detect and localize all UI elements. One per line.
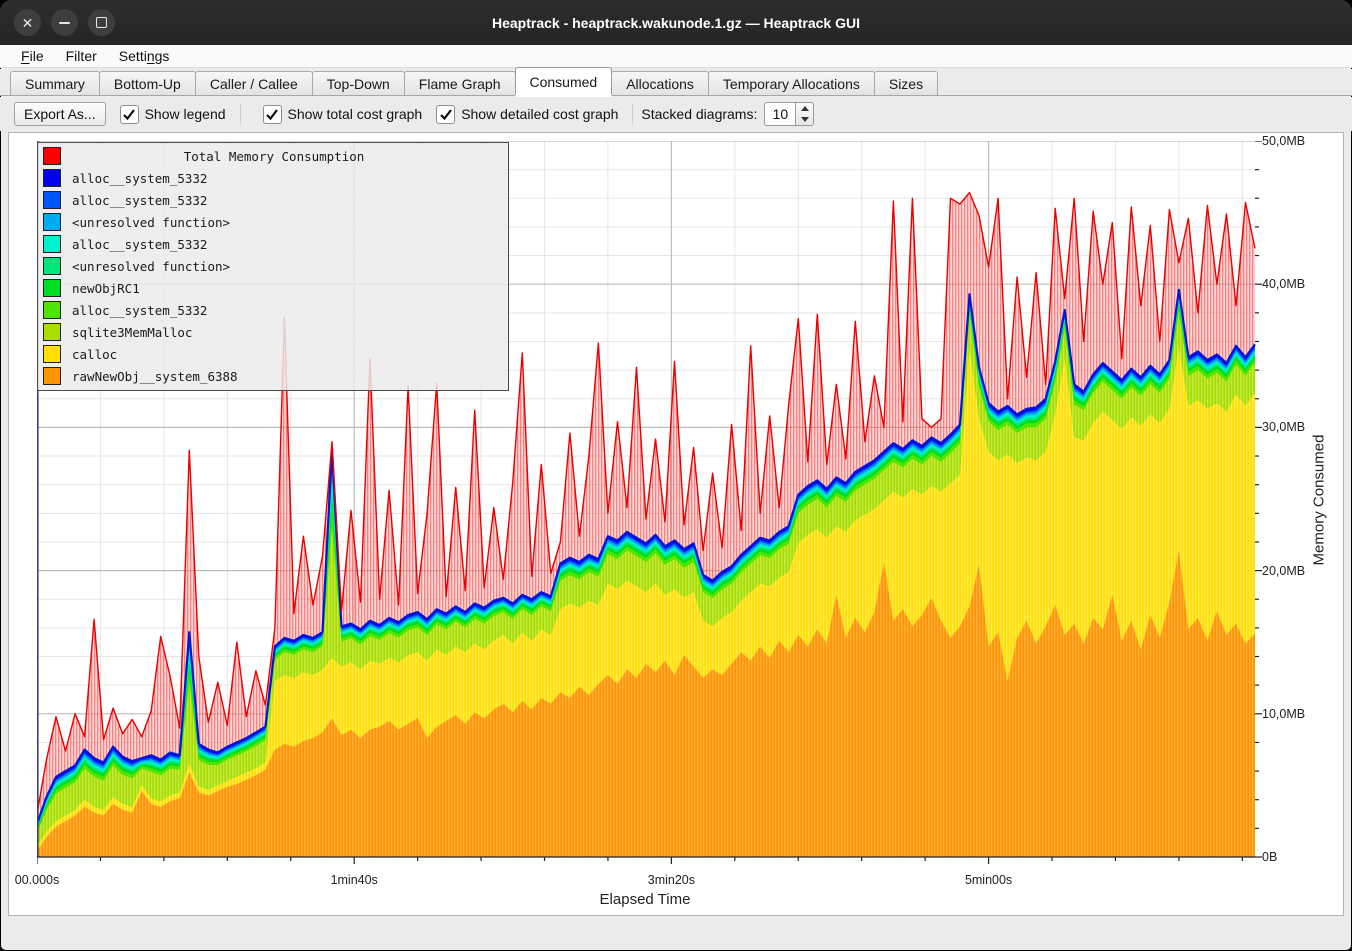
chart-panel: Total Memory Consumption alloc__system_5… (8, 132, 1344, 916)
y-tick-label: 30,0MB (1262, 420, 1305, 434)
legend-label: alloc__system_5332 (72, 237, 207, 252)
legend-entry: sqlite3MemMalloc (38, 321, 508, 343)
checkbox-box[interactable] (436, 105, 455, 124)
tab-bottom-up[interactable]: Bottom-Up (99, 71, 196, 95)
legend-entry: rawNewObj__system_6388 (38, 365, 508, 387)
checkbox-box[interactable] (263, 105, 282, 124)
window-title: Heaptrack - heaptrack.wakunode.1.gz — He… (0, 0, 1352, 45)
y-axis-title: Memory Consumed (1311, 435, 1328, 566)
x-tick-label: 5min00s (965, 873, 1012, 887)
legend-swatch (43, 257, 61, 275)
legend-swatch (43, 279, 61, 297)
legend-swatch (43, 301, 61, 319)
legend-entry: alloc__system_5332 (38, 167, 508, 189)
legend-entry: alloc__system_5332 (38, 299, 508, 321)
stacked-diagrams-value[interactable]: 10 (764, 102, 796, 126)
legend-swatch (43, 235, 61, 253)
legend-label: newObjRC1 (72, 281, 140, 296)
tab-flame-graph[interactable]: Flame Graph (404, 71, 516, 95)
legend-entry: alloc__system_5332 (38, 189, 508, 211)
tab-caller-callee[interactable]: Caller / Callee (195, 71, 313, 95)
checkbox-show-legend[interactable]: Show legend (120, 105, 226, 124)
legend-swatch (43, 169, 61, 187)
checkbox-show-total-cost-graph[interactable]: Show total cost graph (263, 105, 423, 124)
y-tick-label: 40,0MB (1262, 277, 1305, 291)
tab-consumed[interactable]: Consumed (515, 67, 613, 95)
legend-total-swatch (43, 147, 61, 165)
legend-title: Total Memory Consumption (72, 149, 476, 164)
stacked-diagrams-spinner: 10 (764, 102, 814, 126)
tab-temporary-allocations[interactable]: Temporary Allocations (708, 71, 875, 95)
tab-allocations[interactable]: Allocations (611, 71, 709, 95)
app-window: ✕ Heaptrack - heaptrack.wakunode.1.gz — … (0, 0, 1352, 951)
spinner-down-icon[interactable] (796, 114, 813, 125)
legend-swatch (43, 323, 61, 341)
x-tick-label: 00.000s (15, 873, 59, 887)
checkbox-box[interactable] (120, 105, 139, 124)
checkbox-label: Show total cost graph (288, 106, 423, 122)
chart-legend: Total Memory Consumption alloc__system_5… (37, 142, 509, 391)
legend-label: <unresolved function> (72, 215, 230, 230)
legend-swatch (43, 191, 61, 209)
legend-swatch (43, 345, 61, 363)
export-as-button[interactable]: Export As... (14, 102, 106, 126)
legend-label: alloc__system_5332 (72, 171, 207, 186)
tab-sizes[interactable]: Sizes (874, 71, 938, 95)
menu-item-filter[interactable]: Filter (55, 45, 108, 68)
legend-entry: newObjRC1 (38, 277, 508, 299)
tab-top-down[interactable]: Top-Down (312, 71, 405, 95)
checkbox-show-detailed-cost-graph[interactable]: Show detailed cost graph (436, 105, 618, 124)
legend-swatch (43, 213, 61, 231)
legend-entry: <unresolved function> (38, 211, 508, 233)
y-tick-label: 0B (1262, 850, 1277, 864)
legend-label: <unresolved function> (72, 259, 230, 274)
checkbox-label: Show detailed cost graph (461, 106, 618, 122)
legend-label: calloc (72, 347, 117, 362)
x-tick-label: 3min20s (648, 873, 695, 887)
checkbox-label: Show legend (145, 106, 226, 122)
legend-label: rawNewObj__system_6388 (72, 369, 238, 384)
tab-summary[interactable]: Summary (10, 71, 100, 95)
toolbar-separator (632, 104, 633, 124)
legend-title-row: Total Memory Consumption (38, 145, 508, 167)
legend-entry: calloc (38, 343, 508, 365)
legend-entry: <unresolved function> (38, 255, 508, 277)
menu-item-file[interactable]: File (10, 45, 55, 68)
x-axis-title: Elapsed Time (600, 891, 691, 908)
stacked-diagrams-label: Stacked diagrams: (641, 106, 757, 122)
menu-item-settings[interactable]: Settings (108, 45, 181, 68)
legend-entry: alloc__system_5332 (38, 233, 508, 255)
legend-label: alloc__system_5332 (72, 303, 207, 318)
y-tick-label: 50,0MB (1262, 134, 1305, 148)
y-tick-label: 10,0MB (1262, 707, 1305, 721)
menu-bar: FileFilterSettings (0, 45, 1352, 68)
legend-label: alloc__system_5332 (72, 193, 207, 208)
y-tick-label: 20,0MB (1262, 564, 1305, 578)
spinner-up-icon[interactable] (796, 103, 813, 114)
toolbar: Export As... Show legend Show total cost … (0, 97, 1352, 131)
legend-label: sqlite3MemMalloc (72, 325, 192, 340)
legend-swatch (43, 367, 61, 385)
tab-bar: SummaryBottom-UpCaller / CalleeTop-DownF… (0, 69, 1352, 96)
title-bar[interactable]: ✕ Heaptrack - heaptrack.wakunode.1.gz — … (0, 0, 1352, 45)
x-tick-label: 1min40s (331, 873, 378, 887)
toolbar-separator (240, 104, 241, 124)
